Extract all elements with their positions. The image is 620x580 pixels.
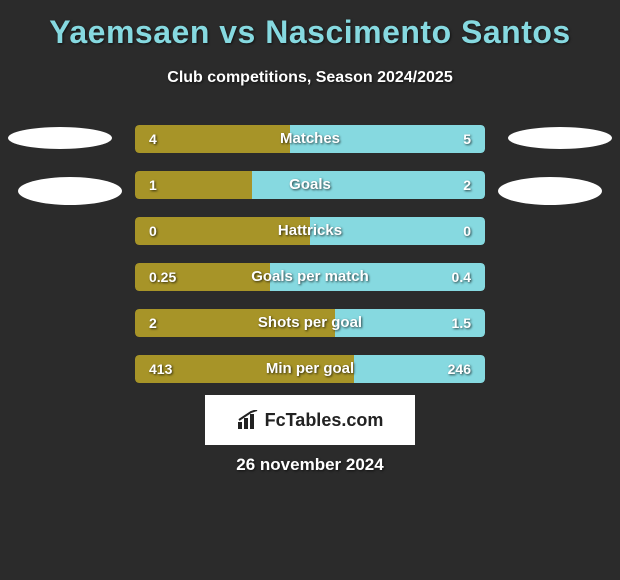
stat-label: Hattricks bbox=[135, 217, 485, 245]
stat-row: 413246Min per goal bbox=[135, 355, 485, 383]
stat-label: Min per goal bbox=[135, 355, 485, 383]
logo-box[interactable]: FcTables.com bbox=[205, 395, 415, 445]
date-line: 26 november 2024 bbox=[0, 455, 620, 475]
page-title: Yaemsaen vs Nascimento Santos bbox=[0, 0, 620, 51]
stat-label: Matches bbox=[135, 125, 485, 153]
chart-icon bbox=[237, 410, 261, 430]
stat-row: 00Hattricks bbox=[135, 217, 485, 245]
avatar-right-1 bbox=[508, 127, 612, 149]
comparison-card: Yaemsaen vs Nascimento Santos Club compe… bbox=[0, 0, 620, 580]
stat-row: 45Matches bbox=[135, 125, 485, 153]
logo-label: FcTables.com bbox=[265, 410, 384, 431]
avatar-left-2 bbox=[18, 177, 122, 205]
stat-label: Shots per goal bbox=[135, 309, 485, 337]
logo-text: FcTables.com bbox=[237, 410, 384, 431]
page-subtitle: Club competitions, Season 2024/2025 bbox=[0, 69, 620, 87]
avatar-right-2 bbox=[498, 177, 602, 205]
stat-row: 21.5Shots per goal bbox=[135, 309, 485, 337]
stat-row: 12Goals bbox=[135, 171, 485, 199]
stat-label: Goals bbox=[135, 171, 485, 199]
stats-rows: 45Matches 12Goals 00Hattricks 0.250.4Goals … bbox=[135, 125, 485, 401]
stat-row: 0.250.4Goals per match bbox=[135, 263, 485, 291]
stat-label: Goals per match bbox=[135, 263, 485, 291]
avatar-left-1 bbox=[8, 127, 112, 149]
